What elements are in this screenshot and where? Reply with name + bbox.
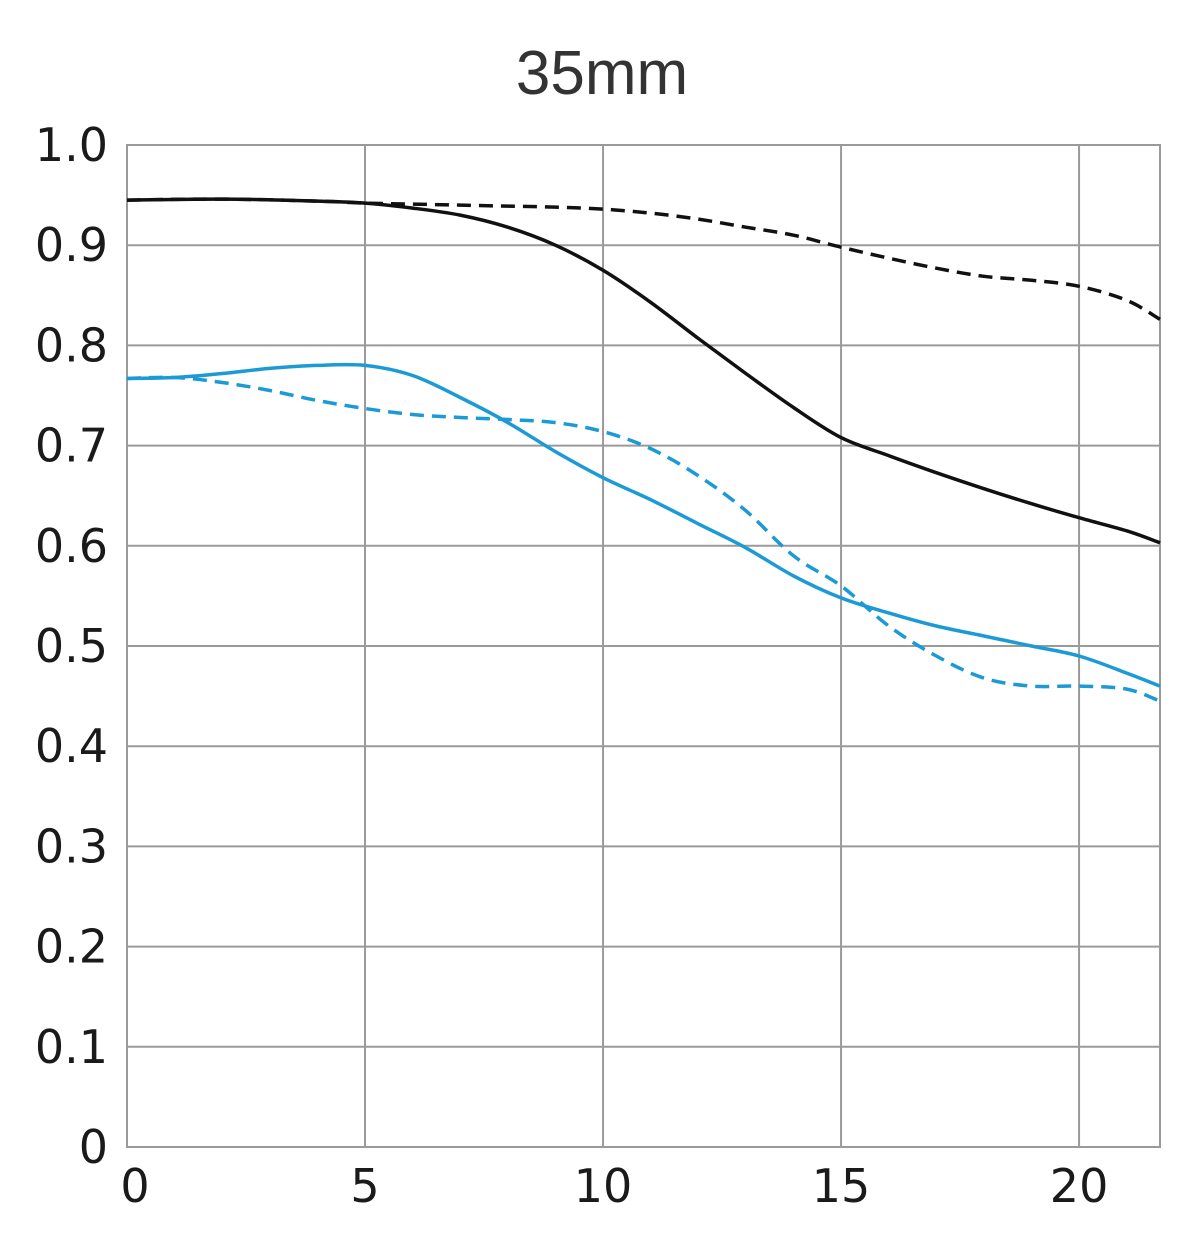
chart-title: 35mm [515,39,689,108]
y-tick-label: 0.3 [35,819,108,873]
x-tick-label: 15 [812,1159,871,1213]
y-tick-label: 0.4 [35,719,108,773]
x-tick-label: 10 [574,1159,633,1213]
x-tick-label: 0 [120,1159,149,1213]
y-tick-label: 0.2 [35,920,108,974]
y-tick-label: 0.5 [35,619,108,673]
y-tick-label: 0.9 [35,218,108,272]
y-tick-label: 0.7 [35,419,108,473]
y-tick-label: 0 [79,1120,108,1174]
x-tick-label: 5 [350,1159,379,1213]
y-tick-label: 0.8 [35,318,108,372]
series-line-2 [126,197,1161,321]
series-line-4 [126,375,1161,703]
y-tick-label: 0.1 [35,1020,108,1074]
y-tick-label: 1.0 [35,118,108,172]
series-line-3 [126,362,1161,688]
y-tick-label: 0.6 [35,519,108,573]
series-line-1 [126,197,1161,545]
plot-frame [126,144,1161,1148]
x-tick-label: 20 [1050,1159,1109,1213]
